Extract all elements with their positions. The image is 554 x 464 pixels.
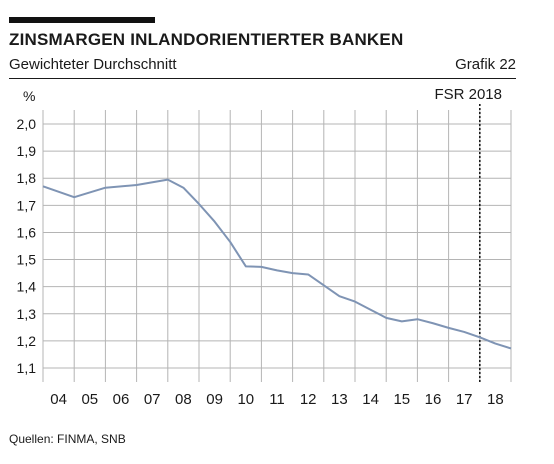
y-tick-label: 2,0 <box>17 116 37 132</box>
y-tick-label: 1,9 <box>17 143 37 159</box>
x-tick-label: 12 <box>300 391 317 408</box>
y-tick-label: 1,5 <box>17 252 37 268</box>
x-tick-label: 17 <box>456 391 473 408</box>
x-tick-label: 06 <box>113 391 130 408</box>
x-tick-label: 16 <box>425 391 442 408</box>
chart-grid <box>42 110 512 382</box>
y-tick-label: 1,1 <box>17 360 37 376</box>
fsr-annotation-label: FSR 2018 <box>434 86 502 103</box>
header-rule <box>9 78 516 79</box>
x-tick-label: 18 <box>487 391 504 408</box>
source-note: Quellen: FINMA, SNB <box>9 432 126 446</box>
y-tick-label: 1,7 <box>17 197 37 213</box>
x-tick-label: 05 <box>81 391 98 408</box>
x-tick-label: 15 <box>393 391 410 408</box>
x-tick-label: 04 <box>50 391 67 408</box>
y-tick-label: 1,4 <box>17 279 37 295</box>
y-axis-tick-labels: 1,1 1,2 1,3 1,4 1,5 1,6 1,7 1,8 1,9 2,0 <box>17 116 37 376</box>
series-line <box>42 178 512 350</box>
x-tick-label: 09 <box>206 391 223 408</box>
x-tick-label: 10 <box>237 391 254 408</box>
chart-subtitle: Gewichteter Durchschnitt <box>9 56 177 73</box>
y-tick-label: 1,6 <box>17 224 37 240</box>
figure-number: Grafik 22 <box>455 56 516 73</box>
x-tick-label: 07 <box>144 391 161 408</box>
x-tick-label: 08 <box>175 391 192 408</box>
x-axis-tick-labels: 04 05 06 07 08 09 10 11 12 13 14 15 16 17 18 <box>50 391 503 408</box>
x-tick-label: 13 <box>331 391 348 408</box>
y-tick-label: 1,8 <box>17 170 37 186</box>
chart-title: ZINSMARGEN INLANDORIENTIERTER BANKEN <box>9 30 404 49</box>
header-accent-bar <box>9 17 155 23</box>
x-tick-label: 11 <box>269 391 285 408</box>
y-axis-unit-label: % <box>23 88 35 104</box>
chart-marks <box>42 104 512 382</box>
y-tick-label: 1,2 <box>17 333 37 349</box>
y-tick-label: 1,3 <box>17 306 37 322</box>
x-tick-label: 14 <box>362 391 379 408</box>
